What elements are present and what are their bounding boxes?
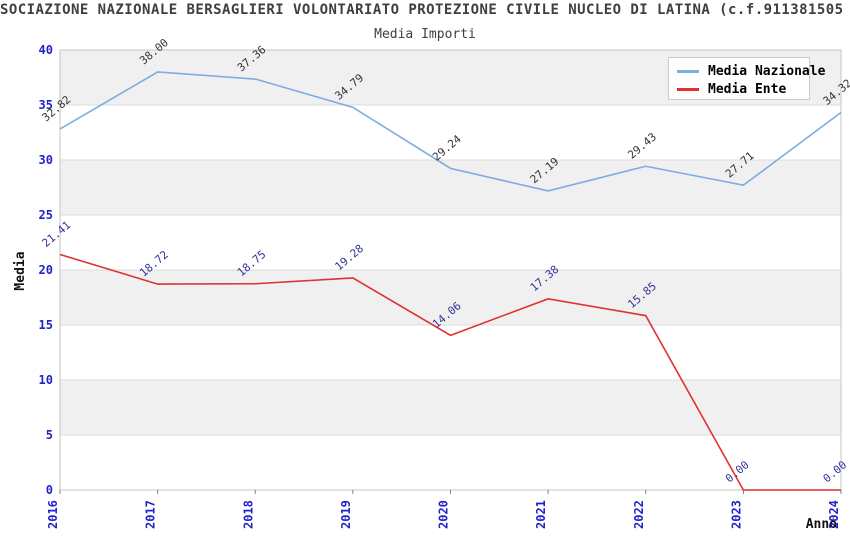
chart-title: SOCIAZIONE NAZIONALE BERSAGLIERI VOLONTA… [0,2,844,18]
y-tick-label: 15 [39,318,53,332]
legend-label-media-ente: Media Ente [708,81,787,97]
y-tick-label: 10 [39,373,53,387]
x-axis-title: Anno [806,517,837,532]
plot-band [60,380,841,435]
x-tick-label: 2023 [729,500,743,529]
legend-swatch-media-nazionale-icon [677,69,699,73]
legend: Media Nazionale Media Ente [668,57,825,100]
x-tick-label: 2016 [46,500,60,529]
x-tick-label: 2019 [339,500,353,529]
y-tick-label: 25 [39,208,53,222]
point-label: 29.24 [430,132,464,163]
x-tick-label: 2018 [241,500,255,529]
legend-item-media-ente: Media Ente [677,80,809,98]
series-line-media-ente [59,253,841,491]
plot-band [60,270,841,325]
legend-label-media-nazionale: Media Nazionale [708,63,826,79]
y-tick-label: 5 [46,428,53,442]
point-label: 21.41 [40,219,74,250]
y-tick-label: 40 [39,43,53,57]
x-tick-label: 2020 [437,500,451,529]
point-label: 0.00 [821,458,850,485]
y-tick-label: 30 [39,153,53,167]
chart-subtitle: Media Importi [374,27,476,42]
point-label: 19.28 [332,242,366,273]
y-tick-label: 20 [39,263,53,277]
x-tick-label: 2022 [632,500,646,529]
legend-swatch-media-ente-icon [677,87,699,91]
x-tick-label: 2024 [827,500,841,529]
y-tick-label: 0 [46,483,53,497]
x-tick-label: 2021 [534,500,548,529]
point-label: 29.43 [625,130,659,161]
x-tick-label: 2017 [144,500,158,529]
y-tick-label: 35 [39,98,53,112]
legend-item-media-nazionale: Media Nazionale [677,62,825,80]
series-line-media-nazionale [59,71,842,192]
y-axis-title: Media [13,251,28,290]
